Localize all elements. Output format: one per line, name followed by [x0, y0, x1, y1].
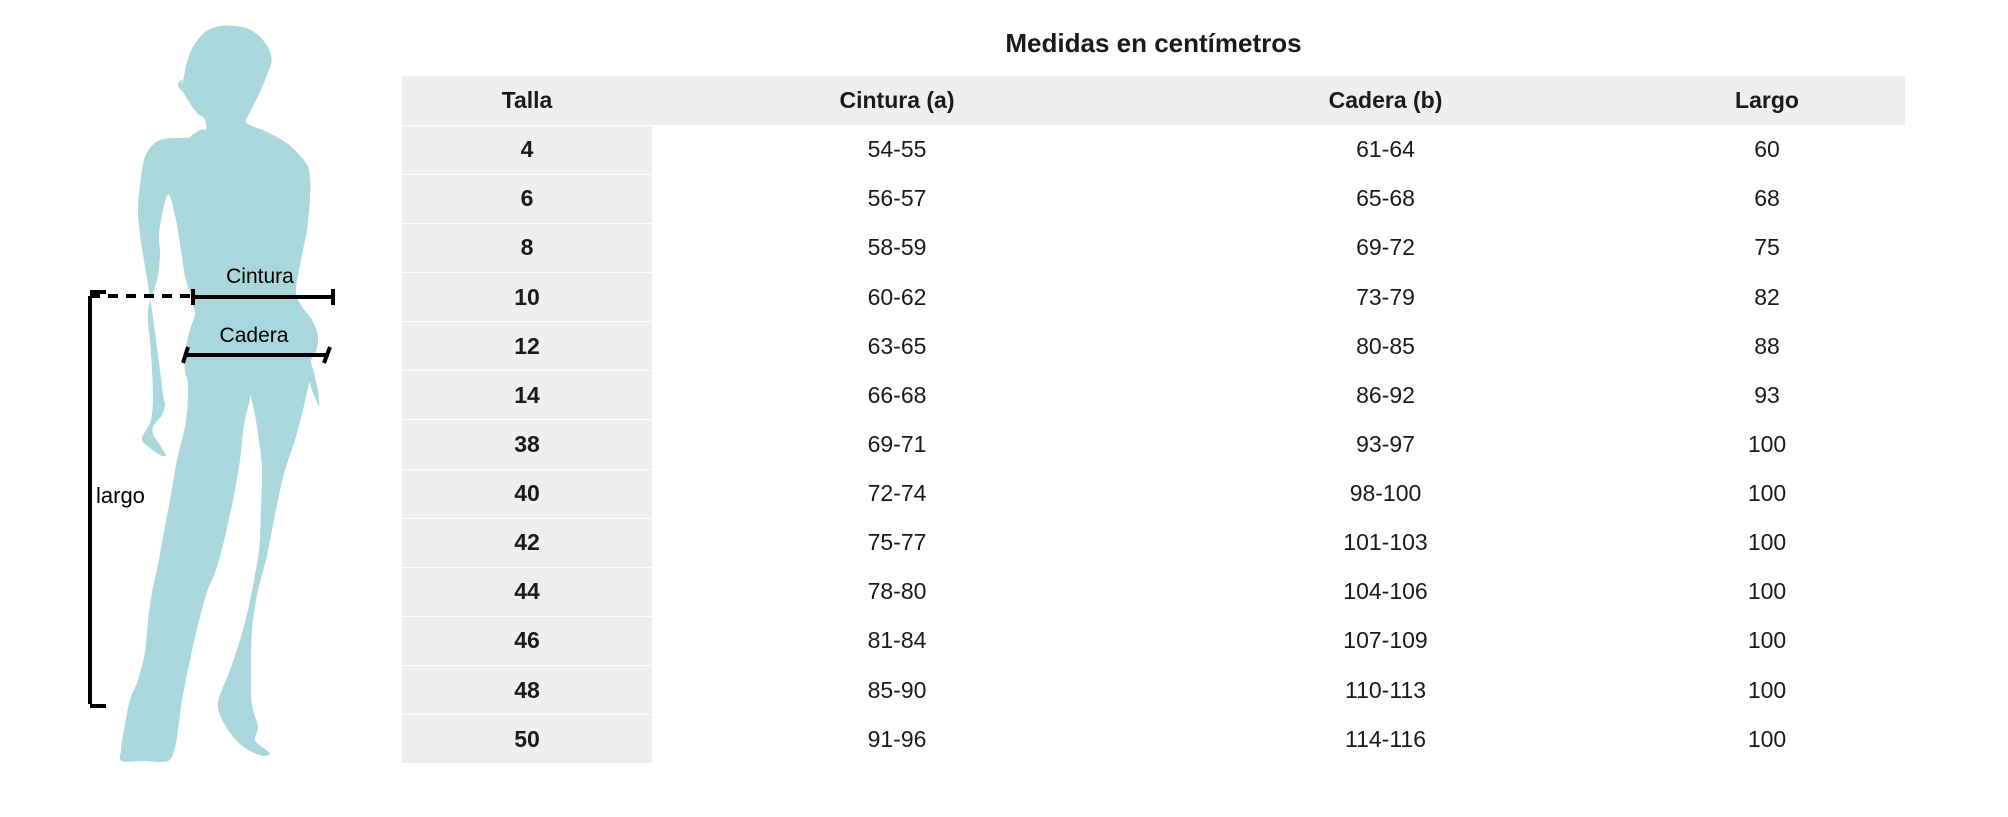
svg-text:Cadera: Cadera: [220, 324, 289, 347]
svg-text:largo: largo: [96, 483, 145, 508]
svg-text:Cintura: Cintura: [226, 265, 294, 288]
